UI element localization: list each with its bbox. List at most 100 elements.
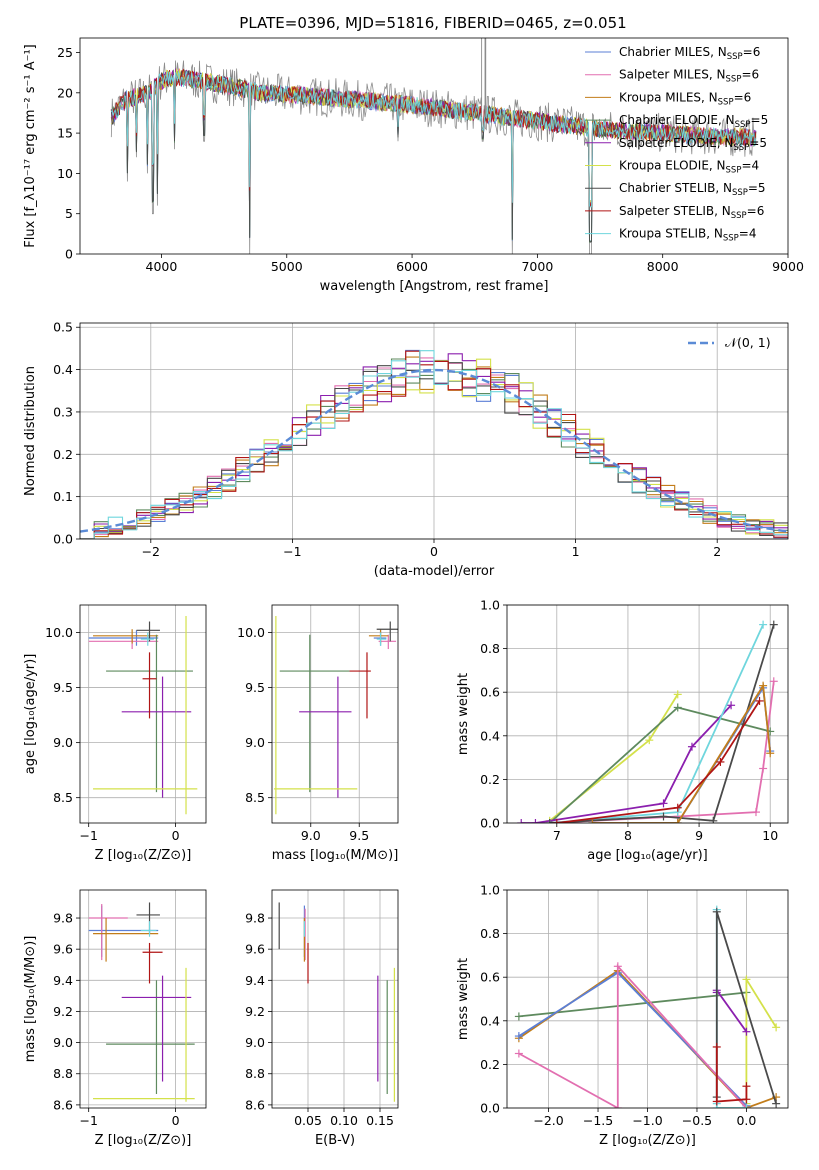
y-tick-label: 8.5 xyxy=(245,790,265,805)
x-tick-label: −2 xyxy=(142,544,160,559)
x-tick-label: 0.15 xyxy=(366,1113,394,1128)
x-tick-label: 0 xyxy=(430,544,438,559)
y-tick-label: 0.1 xyxy=(53,489,73,504)
y-axis-label: mass weight xyxy=(456,673,471,755)
x-tick-label: 0.10 xyxy=(330,1113,358,1128)
y-tick-label: 8.8 xyxy=(53,1066,73,1081)
y-tick-label: 0.3 xyxy=(53,404,73,419)
y-tick-label: 0.8 xyxy=(480,641,500,656)
axes-frame xyxy=(79,889,207,1109)
y-tick-label: 9.2 xyxy=(53,1004,73,1019)
massweight_vs_Z-panel: −2.0 −1.5 −1.0 −0.5 0.0 0.0 0.2 0.4 0.6 0.8 1.0 Z [… xyxy=(456,883,789,1148)
y-tick-label: 10 xyxy=(57,166,73,181)
x-tick-label: 0 xyxy=(172,828,180,843)
y-tick-label: 10.0 xyxy=(237,625,265,640)
x-tick-label: 7000 xyxy=(521,259,553,274)
y-axis-label: mass weight xyxy=(456,958,471,1040)
panel-grid xyxy=(272,605,398,823)
legend-label: Salpeter MILES, NSSP=6 xyxy=(619,68,759,85)
y-tick-label: 9.8 xyxy=(53,911,73,926)
legend-label: 𝒩(0, 1) xyxy=(725,335,771,350)
x-tick-label: 9000 xyxy=(772,259,804,274)
x-tick-label: 9 xyxy=(695,828,703,843)
y-tick-label: 1.0 xyxy=(480,598,500,613)
x-tick-label: 4000 xyxy=(146,259,178,274)
age_vs_Z-panel: −1 0 8.5 9.0 9.5 10.0 Z [log₁₀(Z/Z⊙)] age [log₁… xyxy=(23,604,207,863)
axes-frame xyxy=(271,604,399,824)
mass_vs_ebv-panel: 0.05 0.10 0.15 8.6 8.8 9.0 9.2 9.4 9.6 9.8 E(B-V) xyxy=(245,889,399,1148)
y-tick-label: 8.6 xyxy=(53,1097,73,1112)
histogram-legend: 𝒩(0, 1) xyxy=(688,335,771,350)
spectrum-model-line xyxy=(110,70,757,208)
spectrum-panel: 4000 5000 6000 7000 8000 9000 0 5 10 15 20 25 wavele… xyxy=(23,37,804,294)
y-axis-label: Flux [f_λ10⁻¹⁷ erg cm⁻² s⁻¹ A⁻¹] xyxy=(23,44,38,248)
y-tick-label: 8.6 xyxy=(245,1097,265,1112)
histogram-panel: −2 −1 0 1 2 0.0 0.1 0.2 0.3 0.4 0.5 (data-model)/er… xyxy=(23,320,789,579)
spectrum-legend: Chabrier MILES, NSSP=6 Salpeter MILES, NS… xyxy=(585,45,768,244)
x-tick-label: 2 xyxy=(713,544,721,559)
axes-frame xyxy=(79,604,207,824)
errorbar-points xyxy=(273,616,398,815)
age_vs_mass-panel: 9.0 9.5 8.5 9.0 9.5 10.0 mass [log₁₀(M/M⊙)] xyxy=(237,604,399,863)
x-tick-label: −2.0 xyxy=(533,1113,563,1128)
histogram-steps xyxy=(80,349,788,539)
histogram-series xyxy=(80,350,788,539)
y-tick-label: 9.0 xyxy=(245,735,265,750)
legend-label: Chabrier MILES, NSSP=6 xyxy=(619,45,760,62)
series-line xyxy=(556,700,761,823)
mass_vs_Z-panel: −1 0 8.6 8.8 9.0 9.2 9.4 9.6 9.8 Z [log₁₀(Z/Z⊙)] m… xyxy=(23,889,207,1148)
y-tick-label: 0 xyxy=(65,247,73,262)
y-tick-label: 0.0 xyxy=(480,816,500,831)
y-tick-label: 0.6 xyxy=(480,685,500,700)
x-axis-label: mass [log₁₀(M/M⊙)] xyxy=(272,848,399,863)
x-tick-label: −1 xyxy=(79,828,97,843)
x-axis-label: Z [log₁₀(Z/Z⊙)] xyxy=(599,1133,696,1148)
legend-label: Chabrier ELODIE, NSSP=5 xyxy=(619,113,768,130)
legend-label: Salpeter ELODIE, NSSP=5 xyxy=(619,136,767,153)
x-tick-label: −0.5 xyxy=(682,1113,712,1128)
y-axis-label: age [log₁₀(age/yr)] xyxy=(23,654,38,775)
y-tick-label: 9.5 xyxy=(53,680,73,695)
y-tick-label: 9.5 xyxy=(245,680,265,695)
y-tick-label: 9.4 xyxy=(245,973,265,988)
series-line xyxy=(715,1047,748,1103)
x-tick-label: 1 xyxy=(572,544,580,559)
series-line xyxy=(549,624,775,823)
y-tick-label: 0.5 xyxy=(53,320,73,335)
line-series xyxy=(517,620,778,823)
y-tick-label: 0.2 xyxy=(53,447,73,462)
x-tick-label: 0.05 xyxy=(294,1113,322,1128)
y-tick-label: 0.8 xyxy=(480,926,500,941)
figure-title: PLATE=0396, MJD=51816, FIBERID=0465, z=0… xyxy=(239,14,626,32)
y-tick-label: 0.0 xyxy=(480,1101,500,1116)
y-tick-label: 10.0 xyxy=(45,625,73,640)
x-axis-label: wavelength [Angstrom, rest frame] xyxy=(320,279,549,294)
y-tick-label: 5 xyxy=(65,206,73,221)
series-line xyxy=(518,963,748,1108)
legend-label: Kroupa MILES, NSSP=6 xyxy=(619,90,751,107)
y-tick-label: 0.6 xyxy=(480,970,500,985)
x-tick-label: 5000 xyxy=(271,259,303,274)
y-tick-label: 9.6 xyxy=(245,942,265,957)
y-tick-label: 0.4 xyxy=(480,1013,500,1028)
massweight_vs_age-panel: 7 8 9 10 0.0 0.2 0.4 0.6 0.8 1.0 age [log₁₀(age/yr… xyxy=(456,598,789,863)
y-tick-label: 0.2 xyxy=(480,772,500,787)
x-tick-label: 10 xyxy=(762,828,778,843)
errorbar-points xyxy=(88,902,195,1102)
axes-frame xyxy=(79,37,789,255)
y-tick-label: 25 xyxy=(57,45,73,60)
y-tick-label: 0.4 xyxy=(53,362,73,377)
x-tick-label: 0.0 xyxy=(736,1113,756,1128)
x-axis-label: age [log₁₀(age/yr)] xyxy=(587,848,708,863)
y-axis-label: Normed distribution xyxy=(23,366,38,496)
x-axis-label: Z [log₁₀(Z/Z⊙)] xyxy=(95,1133,192,1148)
axes-frame xyxy=(271,889,399,1109)
x-tick-label: −1.0 xyxy=(632,1113,662,1128)
panel-grid xyxy=(272,890,398,1108)
x-tick-label: 0 xyxy=(172,1113,180,1128)
legend-label: Salpeter STELIB, NSSP=6 xyxy=(619,204,764,221)
x-axis-label: (data-model)/error xyxy=(374,564,495,579)
y-tick-label: 1.0 xyxy=(480,883,500,898)
y-tick-label: 0.0 xyxy=(53,532,73,547)
